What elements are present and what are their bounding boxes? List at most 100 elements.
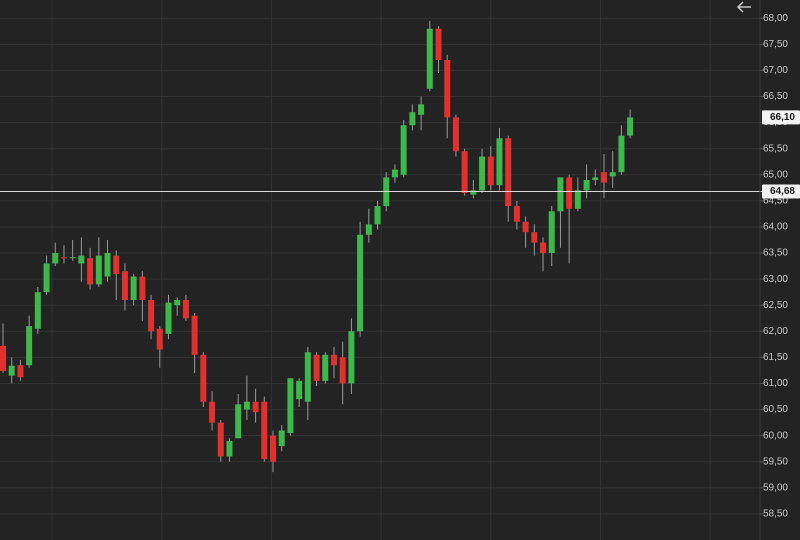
candle-body <box>200 354 207 402</box>
y-tick-label: 64,00 <box>763 222 788 233</box>
candle-body <box>26 326 33 366</box>
candle-body <box>548 211 555 254</box>
candle-body <box>496 138 503 186</box>
y-tick-label: 63,50 <box>763 248 788 259</box>
candle-body <box>235 404 242 439</box>
last-price-box <box>762 110 800 125</box>
candle-body <box>357 234 364 332</box>
candle-body <box>557 177 564 212</box>
candle-body <box>278 430 285 447</box>
candle-body <box>165 302 172 334</box>
candle-body <box>522 221 529 233</box>
candle-body <box>330 354 337 366</box>
candle-body <box>243 401 250 410</box>
y-tick-label: 60,00 <box>763 430 788 441</box>
y-tick-label: 67,00 <box>763 65 788 76</box>
candle-body <box>618 135 625 173</box>
y-tick-label: 60,50 <box>763 404 788 415</box>
candle-body <box>609 172 616 177</box>
candle-body <box>339 357 346 384</box>
candle-body <box>391 169 398 178</box>
y-tick-label: 66,50 <box>763 91 788 102</box>
y-tick-label: 58,50 <box>763 509 788 520</box>
candle-body <box>148 300 155 332</box>
y-tick-label: 67,50 <box>763 39 788 50</box>
candle-body <box>17 365 24 378</box>
y-tick-label: 65,50 <box>763 143 788 154</box>
candle-body <box>627 117 634 136</box>
arrow-head <box>737 1 744 13</box>
candle-body <box>513 206 520 222</box>
candle-body <box>409 112 416 126</box>
vertical-grid <box>51 0 711 540</box>
candle-body <box>252 401 259 413</box>
y-tick-label: 63,00 <box>763 274 788 285</box>
candle-body <box>487 156 494 186</box>
candle-body <box>566 177 573 209</box>
candle-body <box>104 253 111 277</box>
candle-body <box>52 253 59 264</box>
crosshair-price-label: 64,68 <box>770 186 795 197</box>
candle-body <box>452 117 459 152</box>
candle-body <box>182 300 189 319</box>
candle-body <box>209 401 216 423</box>
y-tick-label: 68,00 <box>763 13 788 24</box>
candle-body <box>121 271 128 300</box>
candle-body <box>296 380 303 400</box>
candle-body <box>505 138 512 207</box>
candle-body <box>540 242 547 254</box>
candle-body <box>78 255 85 264</box>
candle-body <box>0 345 6 371</box>
y-tick-label: 61,50 <box>763 352 788 363</box>
y-tick-label: 62,50 <box>763 300 788 311</box>
candle-body <box>426 28 433 89</box>
y-tick-label: 62,00 <box>763 326 788 337</box>
last-price-label: 66,10 <box>770 112 795 123</box>
candle-body <box>592 177 599 180</box>
candle-body <box>479 156 486 191</box>
candle-body <box>444 60 451 118</box>
candle-body <box>470 190 477 195</box>
candle-body <box>435 28 442 60</box>
candle-body <box>87 258 94 285</box>
candle-body <box>270 435 277 462</box>
candle-body <box>600 172 607 183</box>
candle-body <box>261 401 268 460</box>
candle-body <box>156 328 163 350</box>
candle-body <box>348 331 355 384</box>
y-tick-label: 61,00 <box>763 378 788 389</box>
candle-body <box>287 378 294 434</box>
candle-body <box>226 440 233 457</box>
candle-body <box>531 232 538 243</box>
candle-body <box>8 365 15 376</box>
y-tick-label: 64,50 <box>763 196 788 207</box>
candle-body <box>95 255 102 285</box>
candle-body <box>130 276 137 300</box>
candle-body <box>574 190 581 209</box>
candle-body <box>191 315 198 355</box>
y-tick-label: 59,50 <box>763 456 788 467</box>
candle-body <box>418 104 425 115</box>
candle-body <box>374 206 381 225</box>
crosshair-price-box <box>762 184 800 199</box>
candle-body <box>461 151 468 194</box>
candle-body <box>217 422 224 457</box>
plot <box>0 17 800 515</box>
y-tick-label: 65,00 <box>763 169 788 180</box>
y-tick-label: 59,00 <box>763 482 788 493</box>
candle-body <box>34 292 41 329</box>
candle-body <box>60 257 67 259</box>
candle-body <box>583 180 590 191</box>
back-arrow-icon[interactable] <box>737 1 751 13</box>
candle-body <box>69 257 76 259</box>
candle-body <box>43 263 50 293</box>
candle-body <box>139 276 146 300</box>
candle-body <box>304 352 311 402</box>
candle-body <box>365 224 372 235</box>
candle-body <box>113 255 120 274</box>
candle-body <box>400 125 407 175</box>
candle-body <box>174 300 181 306</box>
